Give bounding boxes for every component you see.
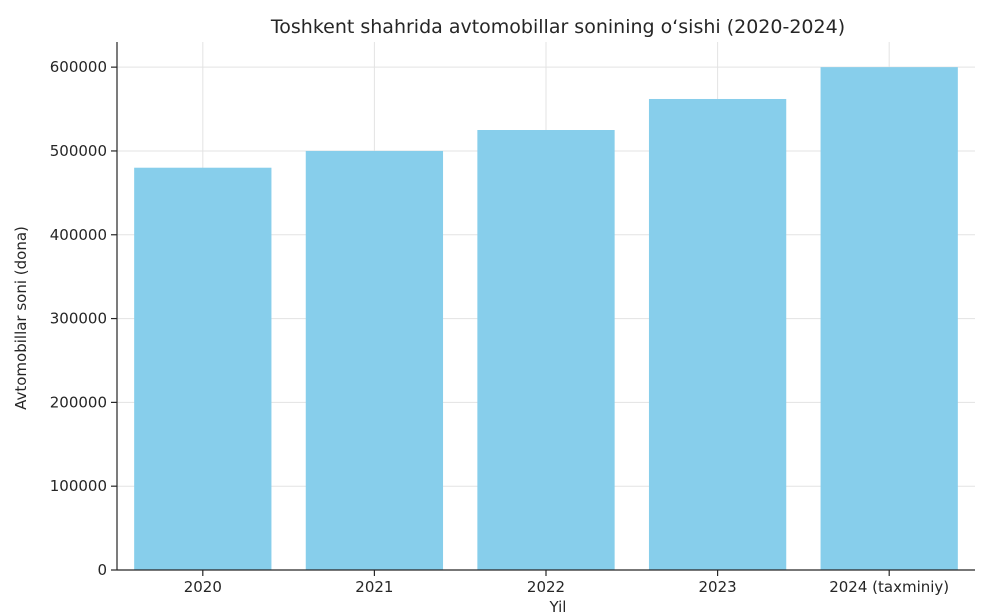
y-tick-label: 300000: [50, 310, 107, 328]
bar: [305, 150, 444, 570]
y-tick-label: 0: [97, 561, 107, 579]
x-tick-label: 2022: [527, 578, 565, 596]
chart-title: Toshkent shahrida avtomobillar sonining …: [270, 16, 845, 38]
y-tick-label: 600000: [50, 58, 107, 76]
y-ticks: 0 100000 200000 300000 400000 500000 600000: [50, 58, 117, 579]
x-tick-label: 2020: [184, 578, 222, 596]
y-tick-label: 500000: [50, 142, 107, 160]
y-tick-label: 100000: [50, 477, 107, 495]
bar: [820, 67, 958, 571]
y-tick-label: 400000: [50, 226, 107, 244]
bar: [648, 98, 787, 570]
x-axis-label: Yil: [549, 598, 567, 615]
x-tick-label: 2021: [355, 578, 393, 596]
bars: [134, 67, 958, 571]
y-axis-label: Avtomobillar soni (dona): [12, 226, 30, 410]
bar: [477, 130, 615, 570]
y-tick-label: 200000: [50, 393, 107, 411]
x-tick-label: 2023: [699, 578, 737, 596]
x-ticks: 2020 2021 2022 2023 2024 (taxminiy): [184, 570, 949, 596]
bar: [134, 167, 272, 570]
x-tick-label: 2024 (taxminiy): [829, 578, 949, 596]
